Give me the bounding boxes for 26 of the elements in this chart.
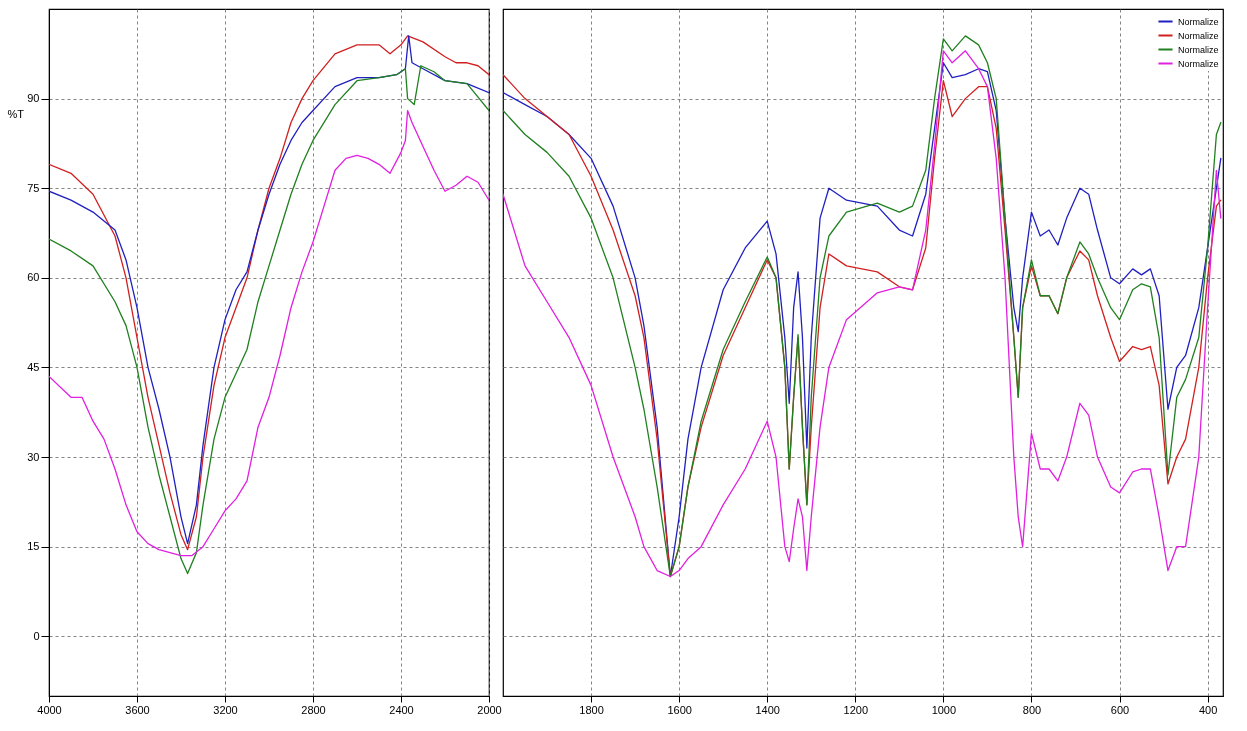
x-tick-label: 3600 xyxy=(125,703,150,716)
y-tick-label: 60 xyxy=(27,271,40,284)
y-tick-label: 30 xyxy=(27,450,40,463)
legend-label: Normalize xyxy=(1178,30,1219,41)
x-tick-label: 400 xyxy=(1198,703,1218,716)
y-axis-title: %T xyxy=(7,107,25,120)
legend-label: Normalize xyxy=(1178,58,1219,69)
x-tick-label: 1800 xyxy=(579,703,604,716)
x-tick-label: 4000 xyxy=(37,703,62,716)
x-tick-label: 1600 xyxy=(667,703,692,716)
legend-label: Normalize xyxy=(1178,16,1219,27)
x-tick-label: 1000 xyxy=(931,703,957,716)
y-tick-label: 90 xyxy=(27,92,40,105)
y-tick-label: 0 xyxy=(33,629,40,642)
legend-label: Normalize xyxy=(1178,44,1219,55)
y-tick-label: 15 xyxy=(27,540,40,553)
x-tick-label: 600 xyxy=(1110,703,1130,716)
x-tick-label: 3200 xyxy=(213,703,238,716)
x-tick-label: 2400 xyxy=(389,703,414,716)
x-tick-label: 2800 xyxy=(301,703,326,716)
x-tick-label: 1200 xyxy=(843,703,869,716)
x-tick-label: 800 xyxy=(1022,703,1042,716)
x-tick-label: 1400 xyxy=(755,703,780,716)
y-tick-label: 75 xyxy=(27,181,40,194)
y-tick-label: 45 xyxy=(27,360,40,373)
x-tick-label: 2000 xyxy=(477,703,502,716)
